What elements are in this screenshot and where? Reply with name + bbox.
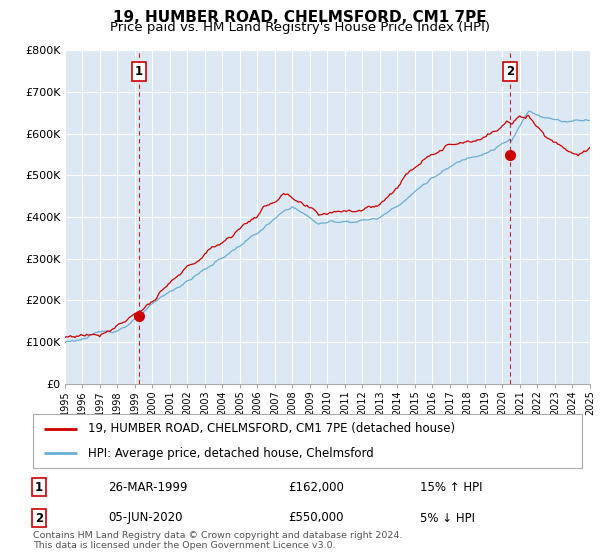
Text: £550,000: £550,000 (288, 511, 343, 525)
Text: 19, HUMBER ROAD, CHELMSFORD, CM1 7PE (detached house): 19, HUMBER ROAD, CHELMSFORD, CM1 7PE (de… (88, 422, 455, 435)
Text: 05-JUN-2020: 05-JUN-2020 (108, 511, 182, 525)
Text: Contains HM Land Registry data © Crown copyright and database right 2024.
This d: Contains HM Land Registry data © Crown c… (33, 530, 403, 550)
Text: 26-MAR-1999: 26-MAR-1999 (108, 480, 187, 494)
Text: 5% ↓ HPI: 5% ↓ HPI (420, 511, 475, 525)
Text: Price paid vs. HM Land Registry's House Price Index (HPI): Price paid vs. HM Land Registry's House … (110, 21, 490, 34)
Text: £162,000: £162,000 (288, 480, 344, 494)
Text: 19, HUMBER ROAD, CHELMSFORD, CM1 7PE: 19, HUMBER ROAD, CHELMSFORD, CM1 7PE (113, 10, 487, 25)
Text: 2: 2 (35, 511, 43, 525)
Text: 1: 1 (135, 66, 143, 78)
Text: 2: 2 (506, 66, 514, 78)
Text: 15% ↑ HPI: 15% ↑ HPI (420, 480, 482, 494)
Text: 1: 1 (35, 480, 43, 494)
Text: HPI: Average price, detached house, Chelmsford: HPI: Average price, detached house, Chel… (88, 447, 374, 460)
